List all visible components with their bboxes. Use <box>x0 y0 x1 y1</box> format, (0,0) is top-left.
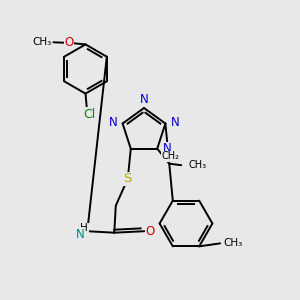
Text: N: N <box>109 116 117 128</box>
Text: N: N <box>75 228 84 241</box>
Text: N: N <box>163 142 171 155</box>
Text: N: N <box>140 92 148 106</box>
Text: H: H <box>80 223 88 233</box>
Text: CH₃: CH₃ <box>33 37 52 47</box>
Text: CH₂: CH₂ <box>162 151 180 161</box>
Text: S: S <box>124 172 132 185</box>
Text: CH₃: CH₃ <box>223 238 242 248</box>
Text: O: O <box>64 36 74 49</box>
Text: N: N <box>109 116 117 128</box>
Text: O: O <box>146 225 155 238</box>
Text: CH₃: CH₃ <box>189 160 207 170</box>
Text: Cl: Cl <box>83 108 95 121</box>
Text: N: N <box>171 116 179 128</box>
